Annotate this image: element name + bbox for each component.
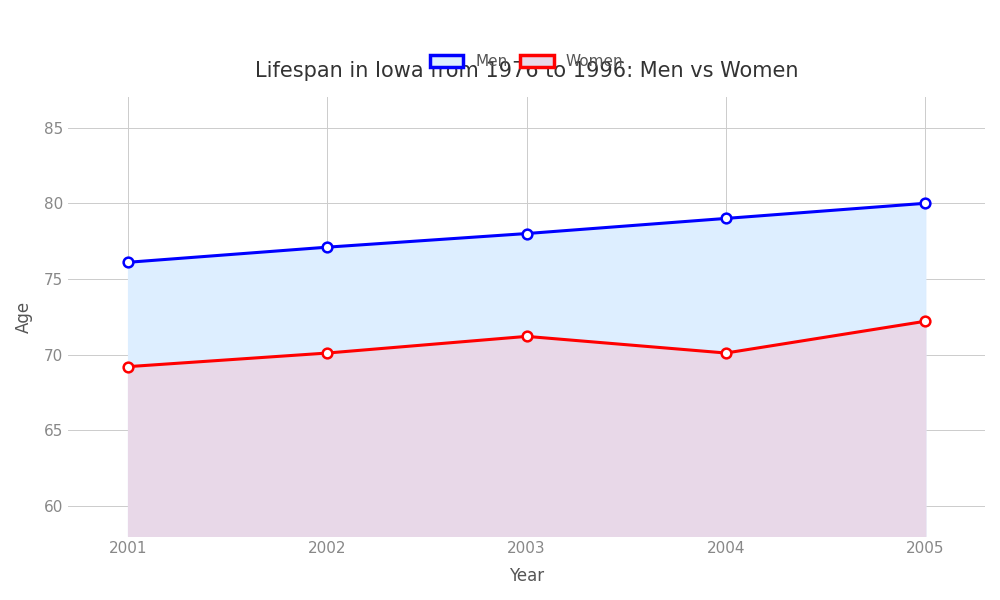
X-axis label: Year: Year [509, 567, 544, 585]
Title: Lifespan in Iowa from 1976 to 1996: Men vs Women: Lifespan in Iowa from 1976 to 1996: Men … [255, 61, 798, 80]
Legend: Men, Women: Men, Women [424, 48, 630, 75]
Y-axis label: Age: Age [15, 301, 33, 333]
